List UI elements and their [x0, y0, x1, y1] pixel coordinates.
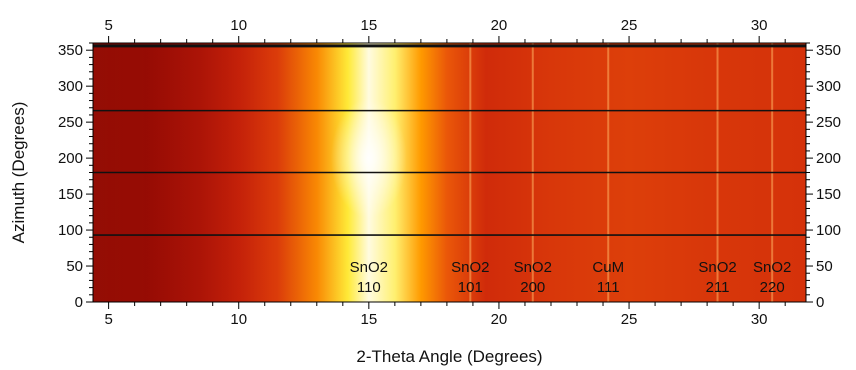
y-tick-label-right: 150	[816, 186, 841, 203]
x-tick-label-bottom: 20	[491, 311, 508, 328]
y-tick-label-left: 150	[58, 186, 83, 203]
x-tick-label-bottom: 25	[621, 311, 638, 328]
x-tick-label-bottom: 10	[230, 311, 247, 328]
peak-label-name: SnO2	[350, 259, 388, 276]
x-axis-title: 2-Theta Angle (Degrees)	[356, 347, 542, 366]
y-tick-label-right: 0	[816, 294, 824, 311]
peak-labels: SnO2 110 SnO2 101 SnO2 200 CuM 111 SnO2 211 SnO2 22…	[350, 259, 792, 296]
y-tick-label-right: 300	[816, 78, 841, 95]
x-tick-label-bottom: 30	[751, 311, 768, 328]
y-axis-title: Azimuth (Degrees)	[9, 102, 28, 244]
peak-label-hkl: 111	[597, 279, 620, 296]
y-tick-label-right: 350	[816, 42, 841, 59]
y-tick-label-right: 100	[816, 222, 841, 239]
y-tick-label-left: 250	[58, 114, 83, 131]
x-tick-label-top: 10	[230, 17, 247, 34]
y-tick-label-left: 0	[75, 294, 83, 311]
peak-label-hkl: 220	[760, 279, 785, 296]
plot-area	[93, 43, 806, 302]
y-tick-label-left: 50	[66, 258, 83, 275]
bright-spot	[330, 98, 407, 219]
y-tick-label-left: 300	[58, 78, 83, 95]
peak-label-name: SnO2	[753, 259, 791, 276]
x-tick-label-bottom: 15	[360, 311, 377, 328]
peak-label-hkl: 101	[458, 279, 483, 296]
y-tick-label-left: 200	[58, 150, 83, 167]
x-tick-label-top: 25	[621, 17, 638, 34]
peak-label-hkl: 200	[520, 279, 545, 296]
x-tick-label-top: 30	[751, 17, 768, 34]
y-tick-label-left: 350	[58, 42, 83, 59]
x-tick-label-top: 20	[491, 17, 508, 34]
y-tick-label-right: 200	[816, 150, 841, 167]
x-tick-label-top: 5	[104, 17, 112, 34]
peak-label-name: SnO2	[451, 259, 489, 276]
peak-label-name: SnO2	[698, 259, 736, 276]
peak-label-hkl: 110	[357, 279, 381, 296]
x-tick-label-bottom: 5	[104, 311, 112, 328]
y-tick-label-right: 50	[816, 258, 833, 275]
y-tick-label-left: 100	[58, 222, 83, 239]
y-tick-label-right: 250	[816, 114, 841, 131]
peak-label-hkl: 211	[706, 279, 730, 296]
peak-label-name: SnO2	[514, 259, 552, 276]
peak-label-name: CuM	[592, 259, 624, 276]
x-tick-label-top: 15	[360, 17, 377, 34]
